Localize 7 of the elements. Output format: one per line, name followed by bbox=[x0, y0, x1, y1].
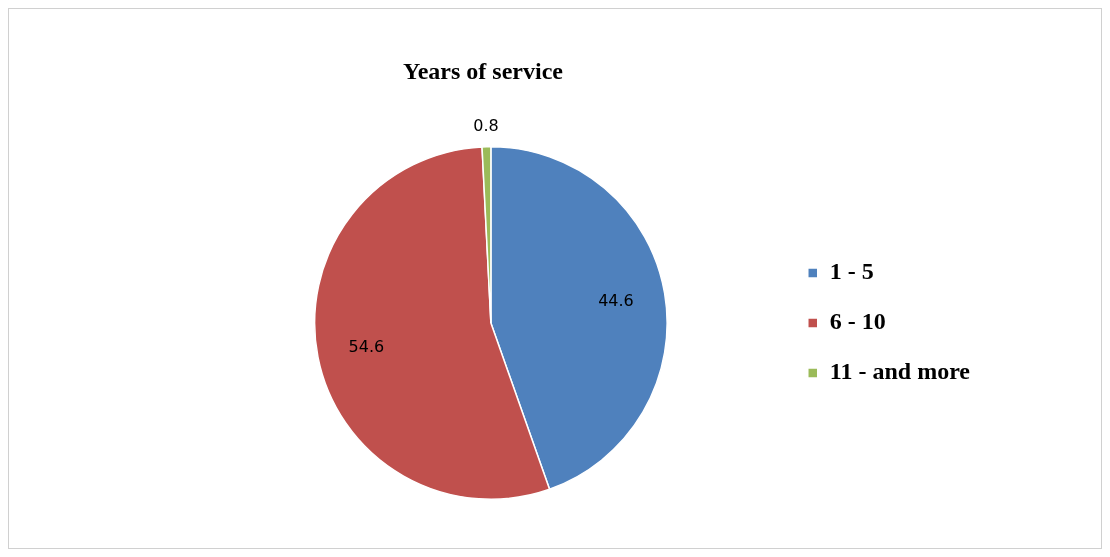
legend-label: 6 - 10 bbox=[829, 308, 886, 335]
legend-label: 11 - and more bbox=[829, 358, 971, 385]
data-label: 54.6 bbox=[348, 336, 385, 356]
data-label: 44.6 bbox=[598, 290, 634, 310]
chart-title: Years of service bbox=[402, 58, 564, 85]
legend-label: 1 - 5 bbox=[829, 258, 874, 285]
data-label: 0.8 bbox=[473, 115, 499, 135]
